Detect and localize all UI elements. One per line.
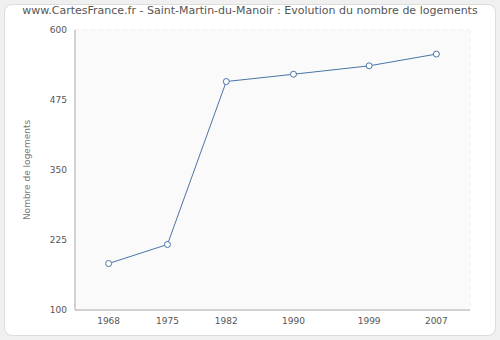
svg-text:350: 350 [50, 165, 67, 175]
svg-text:1982: 1982 [215, 316, 238, 326]
svg-text:Nombre de logements: Nombre de logements [22, 120, 32, 221]
svg-text:1968: 1968 [97, 316, 120, 326]
svg-text:1999: 1999 [358, 316, 381, 326]
svg-text:1975: 1975 [156, 316, 179, 326]
html-text:www.CartesFrance.fr - Saint-Ma: www.CartesFrance.fr - Saint-Martin-du-Ma… [22, 4, 478, 17]
svg-text:100: 100 [50, 305, 67, 315]
svg-text:600: 600 [50, 25, 67, 35]
svg-text:2007: 2007 [425, 316, 448, 326]
svg-text:475: 475 [50, 95, 67, 105]
svg-text:225: 225 [50, 235, 67, 245]
svg-text:1990: 1990 [282, 316, 305, 326]
